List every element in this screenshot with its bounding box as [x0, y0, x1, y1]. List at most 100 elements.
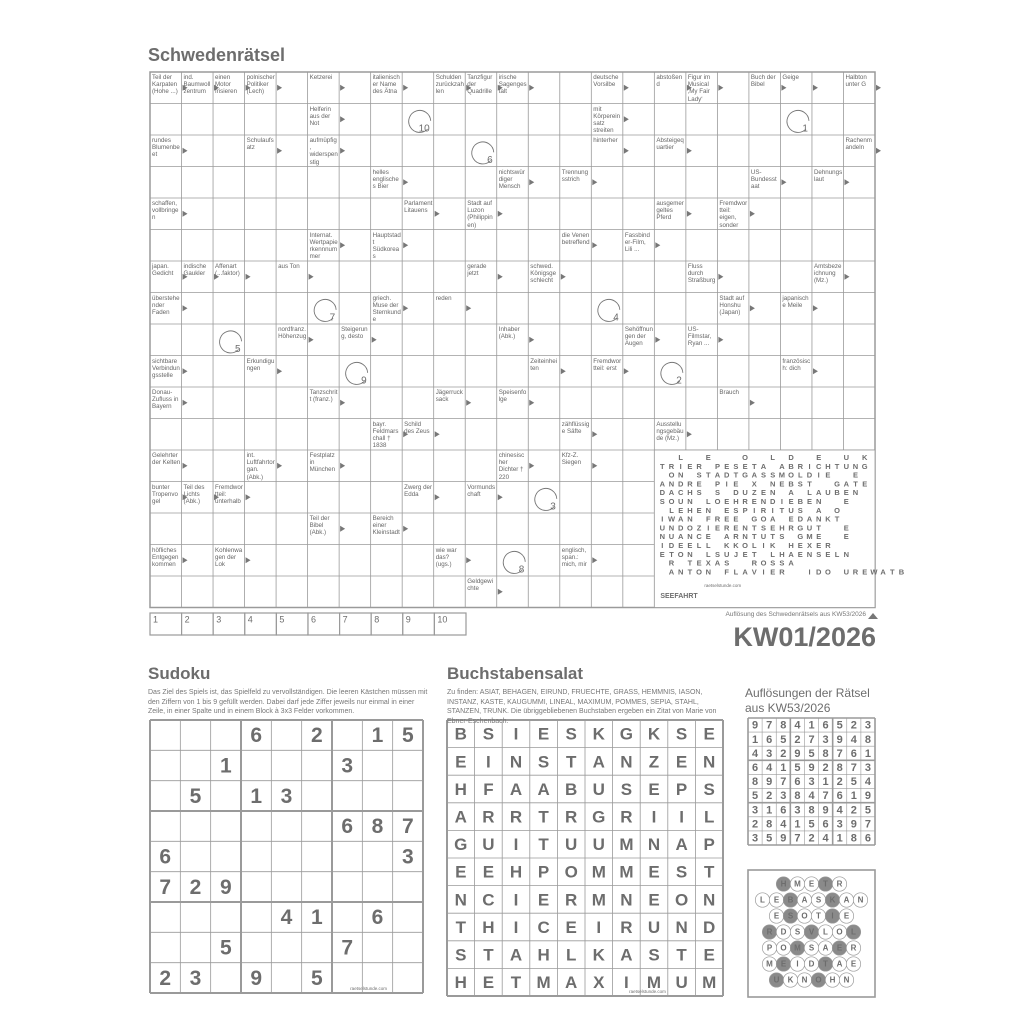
clue-arrow: [340, 84, 346, 91]
clue: Donau-Zufluss in Bayern: [152, 389, 179, 411]
clue-arrow: [214, 494, 220, 501]
clue: englisch, span.: mich, mir: [561, 546, 587, 568]
clue-cell: Stadt auf Luzon (Philippinen): [467, 200, 493, 229]
clue: Halbton unter G: [845, 74, 867, 89]
clue-arrow: [277, 462, 283, 469]
clue: Gelehrter der Kelten: [152, 452, 181, 467]
clue-cell: Zeiteinheiten: [530, 358, 557, 372]
clue: Speisenfolge: [498, 389, 527, 404]
clue: Stadt auf Luzon (Philippinen): [467, 200, 493, 229]
previous-note: Auflösung des Schwedenrätsels aus KW53/2…: [725, 611, 866, 618]
clue-cell: Gelehrter der Kelten: [152, 452, 181, 467]
clue-cell: nordfranz. Höhenzug: [278, 326, 306, 340]
clue-arrow: [592, 557, 598, 564]
clue-arrow: [844, 179, 850, 186]
clue-arrow: [749, 305, 755, 312]
clue-arrow: [560, 368, 566, 375]
clue-cell: Trennungsstrich: [561, 168, 589, 183]
clue-cell: gerade jetzt: [467, 263, 486, 277]
clue-arrow: [308, 273, 314, 280]
clue: wie war das? (ugs.): [435, 546, 457, 568]
clue-cell: Fassbinder-Film, Lili ...: [625, 232, 650, 253]
clue-cell: Vormundschaft: [467, 484, 495, 498]
solution-box-number: 3: [216, 614, 221, 624]
clue: Teil der Karpaten (Hohe ...): [152, 74, 178, 96]
hex-cell: [852, 892, 869, 908]
word-search-title: Buchstabensalat: [447, 664, 584, 683]
clue: Erkundigungen: [246, 357, 275, 372]
clue: Ausstellungsgebäude (Mz.): [656, 420, 684, 442]
clue-cell: Rachenmandeln: [845, 137, 871, 151]
clue-arrow: [623, 147, 629, 154]
clue-cell: abstoßend: [656, 74, 682, 88]
clue-arrow: [497, 273, 503, 280]
mini-sudoku-row: 284156397: [752, 818, 871, 830]
clue-arrow: [340, 116, 346, 123]
clue-arrow: [182, 147, 188, 154]
sudoku-given: 7: [341, 937, 353, 960]
solution-box-number: 2: [185, 614, 190, 624]
clue-arrow: [623, 84, 629, 91]
clue-cell: Jägerrucksack: [436, 389, 463, 403]
clue-arrow: [403, 431, 409, 438]
clue-arrow: [403, 525, 409, 532]
clue-arrow: [403, 305, 409, 312]
sudoku-given: 3: [190, 967, 202, 990]
clue-arrow: [749, 210, 755, 217]
solution-number: 1: [802, 124, 808, 135]
clue-cell: wie war das? (ugs.): [435, 546, 457, 568]
clue: Geige: [782, 74, 799, 81]
clue-cell: US-Filmstar, Ryan ...: [688, 326, 711, 347]
clue-cell: Helferin aus der Not: [310, 106, 331, 127]
clue-arrow: [182, 557, 188, 564]
clue-cell: Stadt auf Honshu (Japan): [719, 295, 744, 316]
clue: Fluss durch Straßburg: [687, 263, 716, 285]
clue-cell: helles englisches Bier: [373, 169, 399, 190]
mini-sudoku-row: 165273948: [752, 734, 871, 746]
clue: Figur im Musical ‚My Fair Lady‘: [687, 74, 711, 103]
clue-cell: einen Motor frisieren: [215, 74, 237, 95]
clue: schwed. Königsgeschlecht: [530, 263, 557, 285]
sudoku-given: 1: [311, 906, 323, 929]
solution-box-number: 8: [374, 614, 379, 624]
clue: Zwerg der Edda: [404, 483, 433, 498]
solution-number: 3: [550, 502, 556, 513]
clue-cell: deutsche Vorsilbe: [593, 74, 618, 88]
clue-cell: Affenart (...faktor): [215, 263, 240, 277]
clue-cell: Buch der Bibel: [751, 74, 776, 88]
clue: reden: [435, 294, 452, 302]
clue-cell: überstehender Faden: [152, 295, 180, 316]
sudoku-source: raetselstunde.com: [350, 986, 387, 991]
clue-cell: Fremdwortteil: erst: [593, 358, 621, 372]
clue-cell: sichtbare Verbindungsstelle: [152, 358, 180, 379]
solution-box-number: 4: [248, 614, 253, 624]
hex-cell: [845, 940, 862, 956]
clue-cell: Ausstellungsgebäude (Mz.): [656, 420, 684, 442]
issue: KW01/2026: [733, 622, 876, 652]
clue-arrow: [340, 462, 346, 469]
clue-cell: Schulden zurückzahlen: [436, 74, 464, 95]
clue-arrow: [497, 588, 503, 595]
clue: Festplatz in München: [309, 452, 336, 474]
clue-cell: die Venen betreffend: [562, 232, 590, 246]
clue-arrow: [466, 305, 472, 312]
sudoku-instructions: Das Ziel des Spiels ist, das Spielfeld z…: [148, 689, 428, 715]
previous-solution-row: ANTON FLAVIER IDO UREWATB: [661, 567, 905, 576]
clue: Trennungsstrich: [561, 168, 589, 183]
sudoku-given: 5: [311, 967, 323, 990]
clue-arrow: [812, 84, 818, 91]
clue-cell: Fremdwortteil: unterhalb: [215, 484, 243, 505]
clue-arrow: [340, 525, 346, 532]
clue-arrow: [182, 399, 188, 406]
clue-arrow: [182, 494, 188, 501]
clue-arrow: [403, 179, 409, 186]
sudoku-given: 3: [341, 755, 353, 778]
solution-number: 7: [330, 313, 336, 324]
sudoku-given: 2: [190, 876, 202, 899]
clue: aus Ton: [278, 263, 300, 270]
previous-solution-row: IDEELL KKOLIK HEXER: [661, 541, 831, 550]
clue: Parlament Litauens: [404, 200, 433, 215]
word-row: ARRTRGRIIL: [455, 807, 715, 826]
previous-solution-word: SEEFAHRT: [660, 593, 698, 600]
clue-arrow: [812, 368, 818, 375]
